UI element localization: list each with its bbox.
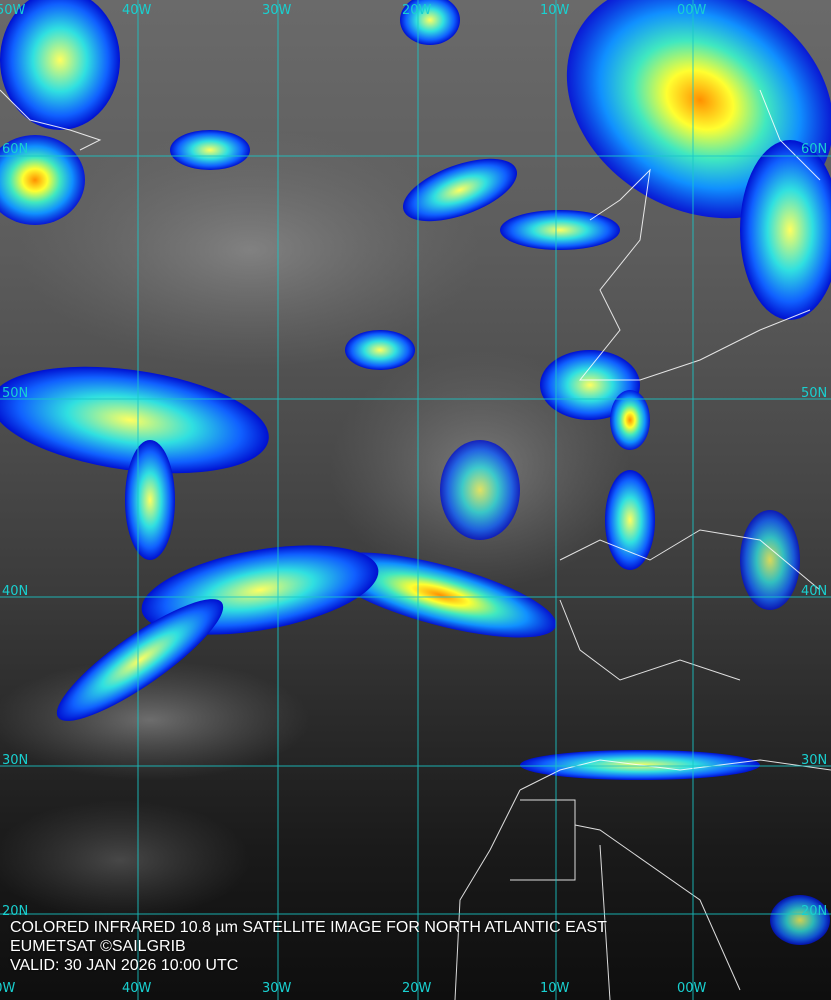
- lon-label-bottom-10w: 10W: [540, 981, 570, 996]
- lon-label-top-30w: 30W: [262, 3, 292, 18]
- caption-valid-time: VALID: 30 JAN 2026 10:00 UTC: [10, 957, 239, 974]
- lat-label-right-20n: 20N: [801, 904, 828, 919]
- coastlines: [0, 89, 831, 1000]
- caption-title: COLORED INFRARED 10.8 µm SATELLITE IMAGE…: [10, 919, 607, 936]
- lon-label-top-20w: 20W: [402, 3, 432, 18]
- lat-label-right-60n: 60N: [801, 142, 828, 157]
- lat-label-left-50n: 50N: [2, 386, 29, 401]
- lon-label-bottom-40w: 40W: [122, 981, 152, 996]
- lon-label-bottom-50w: 50W: [0, 981, 16, 996]
- caption-source: EUMETSAT ©SAILGRIB: [10, 938, 186, 955]
- lat-label-left-60n: 60N: [2, 142, 29, 157]
- lon-label-bottom-00w: 00W: [677, 981, 707, 996]
- lon-label-top-50w: 50W: [0, 3, 26, 18]
- colored-clouds: [0, 0, 831, 945]
- lon-label-top-10w: 10W: [540, 3, 570, 18]
- lat-label-left-40n: 40N: [2, 584, 29, 599]
- lat-label-right-40n: 40N: [801, 584, 828, 599]
- lat-label-right-50n: 50N: [801, 386, 828, 401]
- lat-label-left-30n: 30N: [2, 753, 29, 768]
- lon-label-bottom-30w: 30W: [262, 981, 292, 996]
- lon-label-top-00w: 00W: [677, 3, 707, 18]
- lat-label-right-30n: 30N: [801, 753, 828, 768]
- lat-label-left-20n: 20N: [2, 904, 29, 919]
- lon-label-top-40w: 40W: [122, 3, 152, 18]
- gray-clouds: [0, 130, 630, 920]
- image-caption: COLORED INFRARED 10.8 µm SATELLITE IMAGE…: [10, 918, 607, 975]
- lon-label-bottom-20w: 20W: [402, 981, 432, 996]
